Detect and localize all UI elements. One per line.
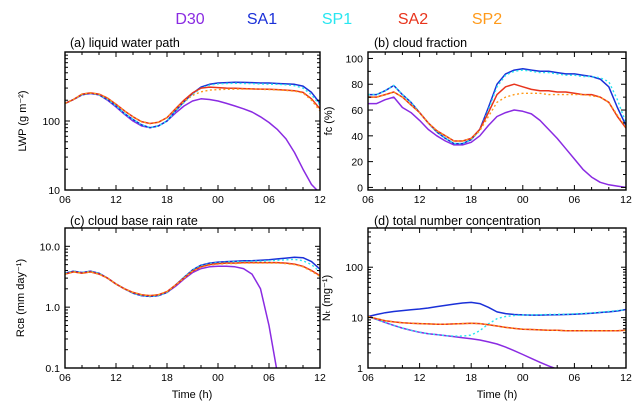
panel-a-ticks: 06 12 18 00 06 12 10 100 — [42, 51, 326, 206]
panel-c-ytick-label: 10.0 — [40, 241, 61, 253]
panel-b-line-sa2 — [368, 83, 626, 142]
panel-b-xtick-label: 12 — [414, 194, 426, 206]
panel-a-line-sa1 — [65, 81, 320, 129]
legend-label-sp1: SP1 — [322, 11, 352, 28]
panel-d-ytick-label: 1 — [357, 363, 363, 375]
panel-c-xtick-label: 00 — [212, 372, 224, 384]
panel-b-frame — [367, 51, 627, 191]
panel-b-line-d30 — [368, 96, 626, 189]
panel-c-ticks: 06 12 18 00 06 12 0.1 1.0 10.0 — [40, 227, 326, 384]
panel-c-title: (c) cloud base rain rate — [70, 214, 198, 228]
panel-b-ytick-label: 0 — [357, 182, 363, 194]
panel-b-ytick-label: 20 — [351, 157, 363, 169]
panel-b: (b) cloud fraction 06 12 18 00 06 12 0 20 40 60 80… — [323, 36, 632, 206]
panel-a-frame — [64, 51, 321, 191]
panel-a-title: (a) liquid water path — [70, 36, 180, 50]
panel-b-line-sp2 — [368, 91, 626, 142]
panel-a: (a) liquid water path 06 12 18 00 06 1210100 … — [17, 36, 326, 206]
panel-b-ylabel: fᴄ (%) — [323, 107, 335, 136]
panel-d-xtick-label: 12 — [620, 372, 632, 384]
panel-a-ytick-label: 100 — [42, 116, 60, 128]
panel-d-ytick-label: 100 — [345, 262, 363, 274]
panel-d-xtick-label: 00 — [517, 372, 529, 384]
panel-b-ytick-label: 40 — [351, 131, 363, 143]
panel-c-frame — [64, 227, 321, 369]
panel-d-ytick-label: 10 — [351, 313, 363, 325]
panel-a-xtick-label: 06 — [59, 194, 71, 206]
panel-d-line-sa1 — [368, 301, 626, 318]
panel-d-xlabel: Time (h) — [477, 389, 518, 401]
panel-c-ytick-label: 0.1 — [45, 363, 60, 375]
panel-b-ytick-label: 60 — [351, 105, 363, 117]
panel-b-xtick-label: 06 — [569, 194, 581, 206]
panel-a-xtick-label: 06 — [263, 194, 275, 206]
legend-label-d30: D30 — [175, 11, 204, 28]
panel-a-line-sp2 — [65, 88, 320, 125]
panel-c-line-sa2 — [65, 261, 320, 297]
panel-d-line-sp2 — [368, 315, 626, 332]
panel-d-xtick-label: 12 — [414, 372, 426, 384]
panel-d: (d) total number concentration 06 12 18 00 0… — [321, 214, 632, 401]
panel-c: (c) cloud base rain rate 06 12 18 00 06 12 0.1… — [15, 214, 326, 401]
panel-c-xtick-label: 12 — [110, 372, 122, 384]
panel-b-xtick-label: 12 — [620, 194, 632, 206]
panel-d-line-d30 — [368, 315, 557, 368]
panel-c-xtick-label: 06 — [59, 372, 71, 384]
panel-c-ylabel: Rᴄʙ (mm day⁻¹) — [15, 259, 27, 337]
panel-d-lines — [368, 301, 626, 368]
panel-a-ylabel: LWP (g m⁻²) — [17, 90, 29, 151]
panel-b-ytick-label: 80 — [351, 79, 363, 91]
panel-b-xtick-label: 06 — [362, 194, 374, 206]
panel-b-line-sp1 — [368, 69, 626, 145]
legend: D30 SA1 SP1 SA2 SP2 — [175, 11, 502, 28]
legend-label-sp2: SP2 — [472, 11, 502, 28]
panel-b-ticks: 06 12 18 00 06 12 0 20 40 60 80 100 — [345, 52, 632, 206]
panel-d-xtick-label: 18 — [465, 372, 477, 384]
panel-d-title: (d) total number concentration — [374, 214, 541, 228]
panel-b-ytick-label: 100 — [345, 53, 363, 65]
panel-b-lines — [368, 68, 626, 189]
panel-d-ticks: 06 12 18 00 06 12 1 10 100 — [345, 227, 632, 384]
panel-a-lines — [65, 81, 320, 190]
panel-d-frame — [367, 227, 627, 369]
panel-a-line-sp1 — [65, 82, 320, 129]
panel-d-ylabel: Nₜ (mg⁻¹) — [321, 275, 333, 321]
panel-a-xtick-label: 12 — [110, 194, 122, 206]
panel-b-xtick-label: 18 — [465, 194, 477, 206]
panel-a-line-sa2 — [65, 86, 320, 125]
panel-d-xtick-label: 06 — [569, 372, 581, 384]
panel-c-lines — [65, 256, 320, 368]
legend-label-sa2: SA2 — [398, 11, 428, 28]
panel-a-xtick-label: 18 — [161, 194, 173, 206]
panel-c-xlabel: Time (h) — [172, 389, 213, 401]
panel-c-xtick-label: 18 — [161, 372, 173, 384]
panel-b-line-sa1 — [368, 68, 626, 145]
panel-b-title: (b) cloud fraction — [374, 36, 467, 50]
panel-c-ytick-label: 1.0 — [45, 302, 60, 314]
panel-a-xtick-label: 12 — [314, 194, 326, 206]
panel-c-xtick-label: 12 — [314, 372, 326, 384]
panel-c-line-sp2 — [65, 262, 320, 297]
panel-d-line-sp1 — [368, 308, 626, 337]
panel-a-line-d30 — [65, 92, 318, 190]
panel-c-xtick-label: 06 — [263, 372, 275, 384]
panel-a-ytick-label: 10 — [48, 185, 60, 197]
legend-label-sa1: SA1 — [247, 11, 277, 28]
panel-a-xtick-label: 00 — [212, 194, 224, 206]
panel-d-xtick-label: 06 — [362, 372, 374, 384]
panel-b-xtick-label: 00 — [517, 194, 529, 206]
panel-c-line-sp1 — [65, 258, 320, 298]
